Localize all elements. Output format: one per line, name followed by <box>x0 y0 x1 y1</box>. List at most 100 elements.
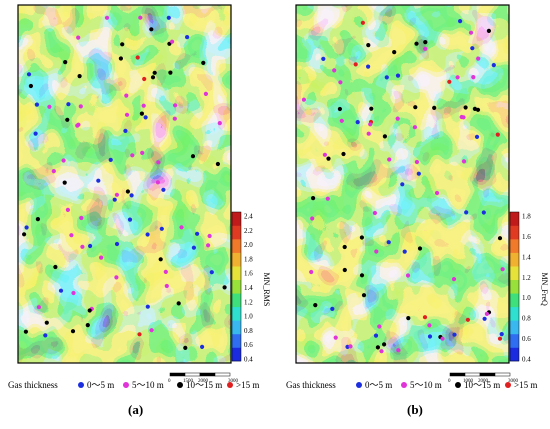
well-marker <box>118 56 123 61</box>
colorbar-segment <box>510 252 519 267</box>
well-marker <box>139 111 144 116</box>
well-marker <box>145 232 150 237</box>
well-marker <box>124 112 130 117</box>
legend-swatch <box>177 382 183 388</box>
well-marker <box>53 264 58 270</box>
well-marker <box>222 285 227 290</box>
well-marker <box>164 283 169 289</box>
well-marker <box>341 151 346 157</box>
scale-bar-label: 0 <box>168 379 171 384</box>
well-marker <box>35 217 41 222</box>
scale-bar-label: 1500 <box>183 379 194 384</box>
well-marker <box>170 39 175 44</box>
well-marker <box>342 267 347 273</box>
well-marker <box>464 210 469 215</box>
well-marker <box>142 76 147 82</box>
colorbar-tick-label: 0.6 <box>522 335 531 343</box>
well-marker <box>423 46 428 51</box>
well-marker <box>206 243 211 248</box>
well-marker <box>156 160 161 165</box>
well-marker <box>440 336 445 341</box>
colorbar-tick-label: 0.4 <box>244 356 253 364</box>
well-marker <box>423 40 428 45</box>
colorbar-segment <box>510 306 519 321</box>
colorbar-segment <box>510 279 519 294</box>
well-marker <box>145 304 150 309</box>
well-marker <box>24 225 29 230</box>
well-marker <box>33 131 38 136</box>
legend-title: Gas thickness <box>286 380 336 390</box>
well-marker <box>51 169 56 174</box>
well-marker <box>127 217 133 222</box>
well-marker <box>361 293 367 298</box>
well-marker <box>452 332 457 337</box>
legend-item-label: 10～15 m <box>464 380 500 390</box>
legend-item-label: 0～5 m <box>365 380 392 390</box>
colorbar-tick-label: 1.8 <box>244 255 253 263</box>
scale-bar: 0 1000 2000 3000 <box>448 372 519 384</box>
well-marker <box>499 332 504 337</box>
well-marker <box>215 161 220 167</box>
well-marker <box>99 255 104 260</box>
colorbar: 2.4 2.2 2.0 1.8 1.6 1.4 1.2 1.0 0.8 0.6 0.4 MN_RMS <box>231 211 271 364</box>
well-marker <box>495 132 500 137</box>
well-marker <box>333 335 338 340</box>
well-marker <box>150 75 156 80</box>
colorbar-segment <box>510 225 519 240</box>
scale-bar-segment <box>199 372 216 377</box>
well-marker <box>47 104 52 109</box>
well-marker <box>185 35 190 40</box>
colorbar-segment <box>510 347 519 362</box>
well-marker <box>497 236 503 241</box>
scale-bar-label: 3000 <box>228 379 239 384</box>
well-marker <box>359 235 364 240</box>
well-marker <box>61 158 66 163</box>
well-marker <box>191 245 196 250</box>
well-marker <box>463 105 468 110</box>
well-marker <box>353 62 358 67</box>
gas-thickness-legend: Gas thickness 0～5 m 5～10 m 10～15 m >15 m <box>8 380 259 390</box>
well-marker <box>34 102 40 107</box>
well-marker <box>396 348 401 353</box>
well-marker <box>417 246 423 251</box>
well-marker <box>422 315 428 320</box>
scale-bar: 0 1500 2000 3000 <box>168 372 239 384</box>
well-marker <box>65 117 70 122</box>
well-marker <box>451 277 457 282</box>
scale-bar-segment <box>169 372 186 377</box>
colorbar-tick-label: 1.2 <box>522 274 531 282</box>
colorbar-title: MN_RMS <box>262 273 271 307</box>
well-marker <box>471 75 476 80</box>
colorbar-tick-label: 1.6 <box>244 270 253 278</box>
well-marker <box>416 171 421 176</box>
well-marker <box>76 35 81 40</box>
well-marker <box>322 152 327 157</box>
well-marker <box>163 269 168 274</box>
well-marker <box>43 333 48 338</box>
well-marker <box>209 270 214 275</box>
well-marker <box>366 64 371 69</box>
well-marker <box>455 75 460 80</box>
well-marker <box>28 83 33 89</box>
well-marker <box>36 305 42 310</box>
well-marker <box>22 232 27 237</box>
well-marker <box>23 329 28 334</box>
well-marker <box>173 103 178 108</box>
well-marker <box>159 226 164 231</box>
well-marker <box>71 290 76 296</box>
well-marker <box>58 288 64 293</box>
well-marker <box>179 225 184 230</box>
panel-a-label: (a) <box>128 402 144 417</box>
well-marker <box>75 123 80 128</box>
well-marker <box>412 125 417 130</box>
well-marker <box>447 79 452 84</box>
well-marker <box>326 156 331 161</box>
well-marker <box>468 30 474 35</box>
colorbar-tick-label: 1.6 <box>522 233 531 241</box>
well-marker <box>78 104 83 109</box>
colorbar-segment <box>232 225 241 240</box>
well-marker <box>325 196 330 201</box>
well-marker <box>475 107 481 112</box>
well-marker <box>373 333 379 338</box>
